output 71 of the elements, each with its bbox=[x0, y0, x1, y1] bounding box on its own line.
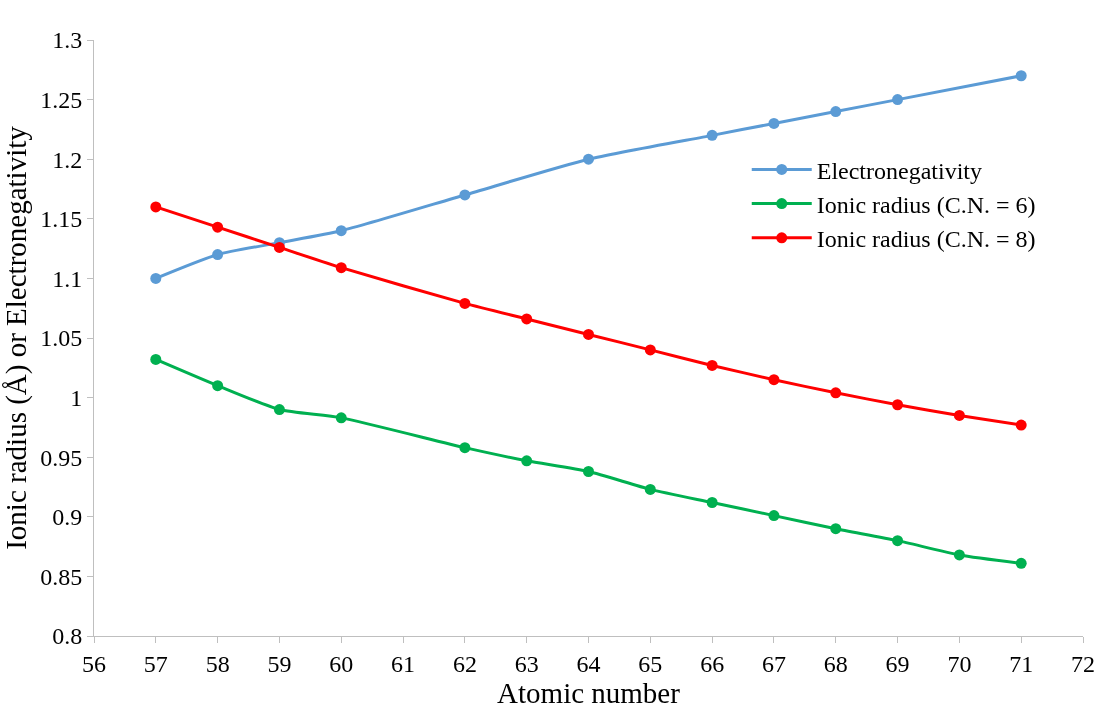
y-tick-label: 1.3 bbox=[52, 27, 83, 54]
point bbox=[768, 510, 780, 522]
point bbox=[521, 455, 533, 467]
x-tick-label: 62 bbox=[452, 650, 477, 677]
point bbox=[830, 106, 842, 118]
point bbox=[1015, 70, 1027, 82]
point bbox=[768, 374, 780, 386]
x-tick-label: 61 bbox=[391, 650, 416, 677]
point bbox=[644, 483, 656, 495]
point bbox=[150, 272, 162, 284]
x-axis-title: Atomic number bbox=[497, 676, 681, 709]
point bbox=[212, 380, 224, 392]
x-tick-label: 66 bbox=[700, 650, 725, 677]
point bbox=[459, 297, 471, 309]
y-tick-label: 0.95 bbox=[40, 444, 83, 471]
point bbox=[212, 221, 224, 233]
x-tick-label: 72 bbox=[1071, 650, 1095, 677]
point bbox=[1015, 419, 1027, 431]
x-tick-label: 56 bbox=[82, 650, 106, 677]
y-tick-label: 0.8 bbox=[52, 623, 83, 650]
x-tick-label: 57 bbox=[143, 650, 168, 677]
y-tick-label: 0.85 bbox=[40, 563, 83, 590]
point bbox=[706, 129, 718, 141]
point bbox=[521, 313, 533, 325]
point bbox=[892, 399, 904, 411]
point bbox=[583, 328, 594, 340]
x-tick-label: 65 bbox=[638, 650, 663, 677]
point bbox=[644, 344, 656, 356]
x-tick-label: 58 bbox=[205, 650, 230, 677]
x-tick-label: 60 bbox=[329, 650, 354, 677]
legend-label: Ionic radius (C.N. = 8) bbox=[816, 226, 1036, 253]
x-tick-label: 69 bbox=[885, 650, 910, 677]
point bbox=[335, 412, 347, 424]
y-axis-title: Ionic radius (Å) or Electronegativity bbox=[0, 125, 33, 550]
point bbox=[953, 549, 965, 561]
x-tick-label: 68 bbox=[823, 650, 848, 677]
y-tick-label: 1 bbox=[70, 385, 83, 411]
point bbox=[706, 497, 718, 508]
point bbox=[459, 189, 471, 201]
y-tick-label: 1.15 bbox=[40, 206, 83, 233]
x-tick-label: 63 bbox=[514, 650, 539, 677]
point bbox=[830, 523, 842, 535]
legend-label: Electronegativity bbox=[816, 157, 983, 184]
y-tick-label: 1.2 bbox=[52, 146, 83, 173]
point bbox=[459, 442, 471, 454]
point bbox=[706, 359, 718, 371]
y-tick-label: 0.9 bbox=[52, 504, 83, 531]
legend-label: Ionic radius (C.N. = 6) bbox=[816, 191, 1036, 218]
x-tick-label: 67 bbox=[761, 650, 786, 677]
point bbox=[768, 117, 780, 129]
x-tick-label: 64 bbox=[576, 650, 601, 677]
point bbox=[150, 201, 162, 213]
point bbox=[273, 404, 285, 416]
point bbox=[273, 241, 285, 253]
point bbox=[892, 535, 904, 547]
point bbox=[583, 466, 594, 477]
point bbox=[335, 262, 347, 274]
point bbox=[583, 153, 594, 165]
y-tick-label: 1.1 bbox=[52, 265, 83, 292]
x-tick-label: 70 bbox=[947, 650, 972, 677]
y-tick-label: 1.25 bbox=[40, 87, 83, 113]
point bbox=[150, 353, 162, 365]
x-tick-label: 71 bbox=[1009, 650, 1034, 677]
x-tick-label: 59 bbox=[267, 650, 292, 677]
point bbox=[212, 249, 224, 261]
point bbox=[830, 387, 842, 399]
point bbox=[1015, 557, 1027, 569]
point bbox=[892, 94, 904, 106]
point bbox=[335, 225, 347, 237]
point bbox=[953, 409, 965, 421]
y-tick-label: 1.05 bbox=[40, 325, 83, 352]
